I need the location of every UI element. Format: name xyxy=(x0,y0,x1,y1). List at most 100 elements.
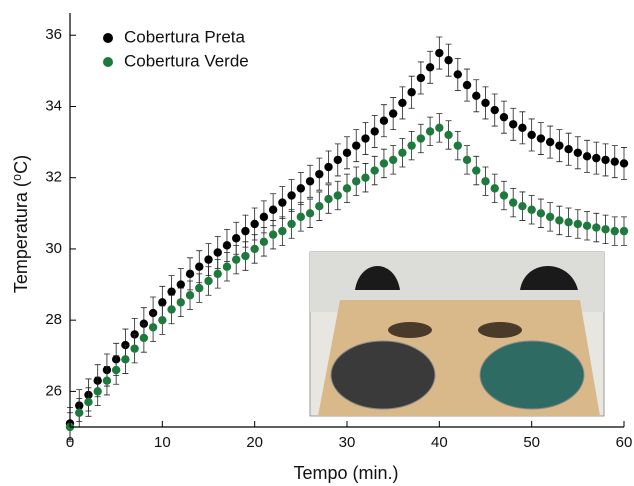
data-point xyxy=(509,120,518,129)
data-point xyxy=(425,127,435,136)
data-point xyxy=(102,376,112,385)
data-point xyxy=(315,201,324,211)
data-point xyxy=(158,298,167,307)
data-point xyxy=(444,55,453,65)
data-point xyxy=(398,148,407,157)
data-point xyxy=(619,226,629,236)
x-tick-label: 40 xyxy=(431,434,448,451)
data-point xyxy=(499,112,509,122)
data-point xyxy=(204,276,213,286)
data-point xyxy=(379,159,389,168)
data-point xyxy=(416,73,426,83)
y-tick-label: 28 xyxy=(45,311,62,328)
y-tick-label: 32 xyxy=(45,169,62,186)
data-point xyxy=(222,262,232,271)
data-point xyxy=(601,225,610,234)
data-point xyxy=(435,48,444,58)
data-point xyxy=(195,283,204,293)
data-point xyxy=(416,134,426,143)
data-point xyxy=(305,209,315,218)
x-tick-label: 20 xyxy=(246,434,263,451)
data-point xyxy=(398,98,407,108)
data-point xyxy=(592,223,601,232)
data-point xyxy=(444,130,453,140)
data-point xyxy=(241,251,250,261)
data-point xyxy=(564,145,573,154)
data-point xyxy=(195,262,204,271)
data-point xyxy=(407,88,416,97)
data-point xyxy=(185,291,195,300)
data-point xyxy=(111,365,121,375)
y-tick-label: 26 xyxy=(45,382,62,399)
data-point xyxy=(545,137,555,147)
x-tick-label: 60 xyxy=(616,434,633,451)
data-point xyxy=(435,123,444,133)
data-point xyxy=(545,212,555,222)
data-point xyxy=(130,344,139,353)
data-point xyxy=(333,155,342,165)
data-point xyxy=(379,116,389,125)
data-point xyxy=(167,287,176,296)
data-point xyxy=(185,269,195,279)
data-point xyxy=(619,159,629,168)
data-point xyxy=(278,198,287,207)
data-point xyxy=(610,226,619,236)
data-point xyxy=(555,141,564,150)
data-point xyxy=(305,177,315,186)
data-point xyxy=(536,209,546,218)
data-point xyxy=(592,153,601,163)
data-point xyxy=(287,191,296,200)
data-point xyxy=(361,134,370,143)
x-axis-label: Tempo (min.) xyxy=(293,463,398,483)
data-point xyxy=(490,105,499,115)
data-point xyxy=(453,141,462,150)
data-point xyxy=(176,280,185,289)
data-point xyxy=(352,177,361,186)
data-point xyxy=(472,91,481,100)
data-point xyxy=(555,216,564,225)
data-point xyxy=(296,212,306,222)
y-tick-label: 30 xyxy=(45,240,62,257)
data-point xyxy=(527,130,536,140)
legend-marker xyxy=(103,57,113,67)
data-point xyxy=(93,387,102,396)
data-point xyxy=(388,155,398,165)
x-tick-label: 30 xyxy=(339,434,356,451)
data-point xyxy=(241,226,250,236)
data-point xyxy=(499,191,509,200)
data-point xyxy=(610,157,619,166)
data-point xyxy=(462,155,472,165)
data-point xyxy=(472,166,481,175)
data-point xyxy=(232,234,241,243)
data-point xyxy=(527,205,536,214)
data-point xyxy=(324,162,333,172)
data-point xyxy=(425,63,435,72)
data-point xyxy=(148,323,158,332)
x-tick-label: 0 xyxy=(66,434,74,451)
data-point xyxy=(250,244,259,254)
data-point xyxy=(268,205,278,214)
data-point xyxy=(407,141,416,150)
data-point xyxy=(601,155,610,165)
data-point xyxy=(204,255,213,264)
data-point xyxy=(84,397,93,407)
data-point xyxy=(259,237,269,247)
data-point xyxy=(518,201,527,211)
y-tick-label: 36 xyxy=(45,26,62,43)
data-point xyxy=(278,226,287,236)
data-point xyxy=(481,98,490,108)
data-point xyxy=(370,166,379,175)
data-point xyxy=(259,212,269,222)
data-point xyxy=(509,198,518,207)
data-point xyxy=(462,80,472,90)
x-tick-label: 50 xyxy=(523,434,540,451)
data-point xyxy=(490,184,499,193)
data-point xyxy=(518,123,527,133)
data-point xyxy=(176,298,185,307)
data-point xyxy=(573,219,583,229)
data-point xyxy=(564,218,573,227)
data-point xyxy=(167,305,176,314)
data-point xyxy=(582,152,592,161)
legend-label: Cobertura Verde xyxy=(124,51,249,70)
